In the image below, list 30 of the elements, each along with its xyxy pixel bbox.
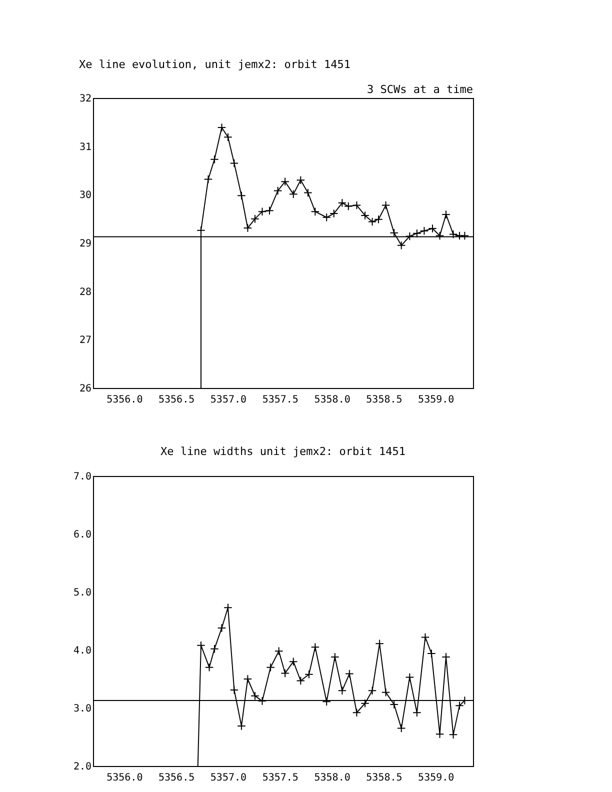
x-tick-label: 5356.0 (106, 772, 143, 784)
y-tick-label: 29 (79, 238, 92, 250)
x-tick-label: 5357.5 (262, 772, 298, 784)
y-tick-label: 28 (79, 286, 92, 298)
y-tick-label: 30 (79, 190, 92, 202)
x-tick-label: 5356.0 (106, 394, 143, 406)
y-tick-label: 5.0 (73, 588, 92, 598)
x-tick-label: 5357.0 (210, 772, 247, 784)
chart-title: Xe line widths unit jemx2: orbit 1451 (160, 445, 406, 458)
text: 3 SCWs at a time (367, 83, 473, 96)
y-tick-label: 27 (79, 335, 92, 346)
x-tick-label: 5356.5 (158, 394, 195, 406)
x-tick-label: 5358.5 (366, 394, 402, 406)
y-tick-label: 4.0 (73, 646, 92, 656)
x-tick-label: 5358.0 (314, 394, 350, 406)
x-tick-label: 5358.5 (366, 772, 402, 784)
y-tick-label: 6.0 (73, 530, 92, 540)
y-tick-label: 32 (79, 94, 92, 104)
y-tick-label: 26 (79, 384, 92, 394)
y-tick-label: 31 (79, 142, 92, 153)
x-tick-label: 5358.0 (314, 772, 350, 784)
x-tick-label: 5359.0 (418, 772, 454, 784)
y-tick-label: 7.0 (73, 472, 92, 482)
y-tick-label: 2.0 (73, 762, 92, 772)
y-tick-label: 3.0 (73, 704, 92, 714)
x-tick-label: 5356.5 (158, 772, 195, 784)
chart-title: Xe line evolution, unit jemx2: orbit 1451 (78, 58, 350, 71)
x-tick-label: 5357.5 (262, 394, 298, 406)
x-tick-label: 5357.0 (210, 394, 247, 406)
x-tick-label: 5359.0 (418, 394, 454, 406)
